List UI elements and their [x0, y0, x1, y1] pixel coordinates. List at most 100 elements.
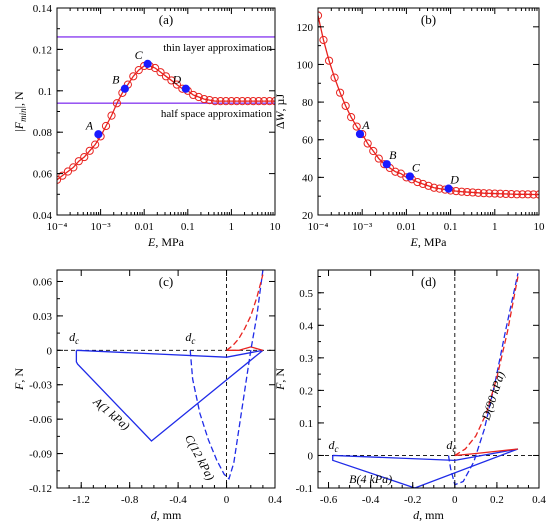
data-point-marker	[363, 139, 372, 148]
curve-label: D(90 kPa)	[478, 370, 507, 423]
x-label-var: E	[147, 235, 156, 249]
y-tick-label: 0.5	[299, 288, 313, 300]
data-point-marker	[347, 113, 356, 122]
panel-label: (d)	[421, 274, 436, 289]
x-tick-label: 0.2	[490, 494, 504, 506]
panel-d: -0.6 -0.4 -0.2 0 0.2 0.4 -0.1 0 0.1 0.2 0.3 0.4 0.5 d…	[273, 269, 546, 522]
x-label-var: d	[413, 508, 420, 522]
data-point-marker	[238, 97, 247, 106]
plot-area-b	[318, 11, 539, 199]
x-label-unit: , MPa	[418, 235, 447, 249]
x-tick-label: -0.4	[362, 494, 380, 506]
x-label-unit: , mm	[157, 508, 182, 522]
plot-area-d	[318, 270, 539, 488]
panel-label: (c)	[159, 274, 173, 289]
y-label-unit: , N	[12, 368, 26, 383]
data-point-marker	[221, 97, 231, 106]
data-point-marker	[101, 121, 111, 131]
data-point-marker	[341, 101, 350, 110]
x-tick-label: 10⁻⁴	[308, 221, 329, 233]
axes-frame	[317, 7, 540, 216]
data-point-marker	[167, 76, 176, 85]
highlight-point	[181, 84, 190, 93]
data-point-marker	[216, 97, 225, 106]
data-point-marker	[534, 190, 539, 199]
data-point-marker	[335, 88, 345, 97]
dc-sub: c	[191, 336, 195, 346]
highlight-point-label: B	[112, 73, 120, 87]
x-axis-label: E, MPa	[147, 235, 185, 249]
panel-label: (b)	[421, 12, 436, 27]
y-label-unit: , N	[273, 368, 287, 383]
y-tick-label: 0.12	[33, 44, 52, 56]
y-label-unit: , µJ	[273, 94, 287, 112]
data-point-marker	[391, 167, 400, 176]
y-tick-label: 40	[302, 172, 314, 184]
y-label-bar: |	[12, 129, 26, 131]
series-line	[318, 15, 539, 196]
data-point-marker	[319, 35, 328, 45]
y-label-var: F	[273, 382, 287, 391]
y-label-sub: min	[18, 108, 28, 122]
x-tick-label: 0	[452, 494, 458, 506]
highlight-point	[382, 160, 391, 169]
critical-distance-label: dc	[185, 330, 195, 346]
highlight-point	[143, 59, 152, 68]
y-label-var: W	[273, 110, 287, 121]
data-point-marker	[485, 189, 494, 198]
data-point-marker	[156, 68, 165, 77]
x-tick-label: 1	[229, 221, 235, 233]
x-tick-label: 10⁻³	[91, 221, 112, 233]
data-point-marker	[479, 189, 488, 198]
x-tick-label: -0.8	[121, 494, 139, 506]
x-label-var: E	[409, 235, 418, 249]
axes-frame	[56, 269, 276, 489]
data-point-marker	[435, 184, 444, 193]
data-point-marker	[107, 111, 116, 120]
critical-distance-label: dc	[329, 438, 339, 454]
y-tick-label: 0.04	[33, 210, 53, 222]
y-tick-label: 80	[302, 97, 314, 109]
dc-main: d	[69, 330, 76, 344]
highlight-point-label: B	[389, 148, 397, 162]
y-label-delta: Δ	[273, 121, 287, 129]
data-point-marker	[457, 187, 466, 196]
data-point-marker	[210, 97, 220, 106]
y-tick-label: 20	[302, 210, 314, 222]
dc-main: d	[329, 438, 336, 452]
data-point-marker	[374, 154, 383, 163]
x-tick-label: -0.2	[404, 494, 421, 506]
y-tick-label: -0.06	[29, 414, 52, 426]
data-point-marker	[129, 72, 138, 81]
series-line	[454, 448, 519, 457]
data-point-marker	[91, 140, 100, 149]
x-tick-label: -0.4	[169, 494, 187, 506]
data-point-marker	[424, 181, 433, 190]
data-point-marker	[161, 72, 171, 81]
highlight-point-label: C	[135, 48, 144, 62]
axes-frame	[317, 269, 540, 489]
data-point-marker	[496, 189, 505, 198]
panel-b: 10⁻⁴ 10⁻³ 0.01 0.1 1 10 20 40 60 80 100 120 E, MPa ΔW…	[273, 7, 546, 249]
dc-sub: c	[335, 444, 339, 454]
plot-area-a	[57, 36, 275, 184]
y-tick-label: 60	[302, 135, 314, 147]
highlight-point-label: A	[361, 118, 370, 132]
y-tick-label: 0.06	[33, 276, 53, 288]
dc-main: d	[185, 330, 192, 344]
data-point-marker	[265, 97, 274, 106]
x-axis-label: d, mm	[151, 508, 182, 522]
x-axis-label: E, MPa	[409, 235, 447, 249]
data-point-marker	[529, 190, 538, 199]
data-point-marker	[194, 92, 203, 102]
x-tick-label: 0.1	[444, 221, 458, 233]
series-line	[75, 349, 264, 442]
x-tick-label: 10	[534, 221, 546, 233]
x-axis-label: d, mm	[413, 508, 444, 522]
data-point-marker	[63, 167, 73, 176]
highlight-point	[94, 130, 103, 139]
x-label-unit: , MPa	[155, 235, 184, 249]
dc-sub: c	[75, 336, 79, 346]
approximation-label: thin layer approximation	[163, 42, 272, 54]
